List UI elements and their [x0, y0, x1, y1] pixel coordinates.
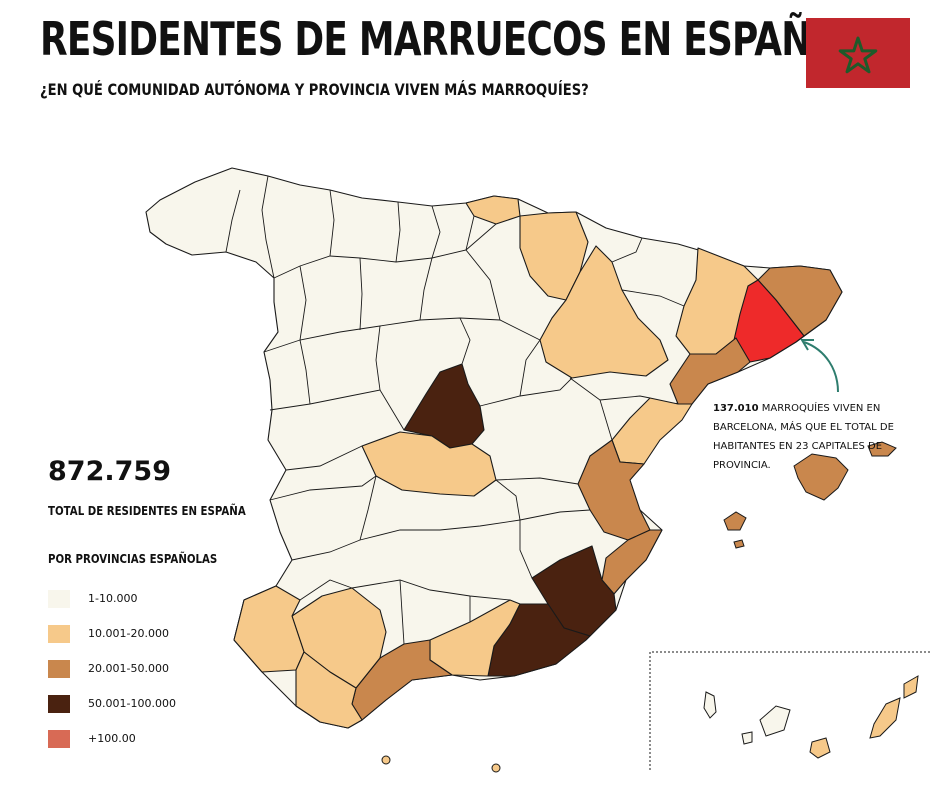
province-toledo: [361, 431, 497, 497]
total-residents-value: 872.759: [48, 456, 171, 487]
island-la-palma: [703, 691, 717, 719]
barcelona-annotation: 137.010 MARROQUÍES VIVEN EN BARCELONA, M…: [713, 399, 918, 475]
legend-title: POR PROVINCIAS ESPAÑOLAS: [48, 552, 218, 566]
page-subtitle: ¿EN QUÉ COMUNIDAD AUTÓNOMA Y PROVINCIA V…: [40, 80, 589, 99]
legend-label: +100.00: [88, 732, 136, 745]
legend-label: 50.001-100.000: [88, 697, 176, 710]
annotation-arrow: [803, 341, 839, 393]
legend-swatch: [48, 695, 70, 713]
legend-swatch: [48, 625, 70, 643]
province-zaragoza: [539, 245, 669, 379]
island-gran-canaria: [809, 737, 831, 759]
province-tarragona: [669, 337, 751, 405]
legend-label: 1-10.000: [88, 592, 138, 605]
province-valencia: [577, 439, 651, 541]
island-fuerteventura: [869, 697, 901, 739]
island-mallorca: [793, 453, 849, 501]
annotation-text: MARROQUÍES VIVEN EN BARCELONA, MÁS QUE E…: [713, 403, 894, 471]
total-residents-label: TOTAL DE RESIDENTES EN ESPAÑA: [48, 504, 246, 518]
island-gomera: [741, 731, 753, 745]
morocco-flag-icon: [806, 18, 910, 88]
annotation-highlight: 137.010: [713, 403, 759, 414]
island-menorca: [867, 441, 897, 457]
province-castellon: [611, 397, 693, 465]
island-tenerife: [759, 705, 791, 737]
province-cadiz: [295, 651, 363, 729]
legend-swatch: [48, 730, 70, 748]
legend-label: 20.001-50.000: [88, 662, 169, 675]
island-lanzarote: [903, 675, 919, 699]
province-alicante: [601, 529, 663, 595]
province-huelva: [233, 585, 305, 673]
island-ibiza: [723, 511, 747, 531]
island-formentera: [733, 539, 745, 549]
legend-swatch: [48, 660, 70, 678]
legend-swatch: [48, 590, 70, 608]
melilla: [491, 763, 501, 773]
ceuta: [381, 755, 391, 765]
province-barcelona: [733, 279, 805, 363]
legend-label: 10.001-20.000: [88, 627, 169, 640]
page-title: RESIDENTES DE MARRUECOS EN ESPAÑA: [40, 12, 838, 66]
